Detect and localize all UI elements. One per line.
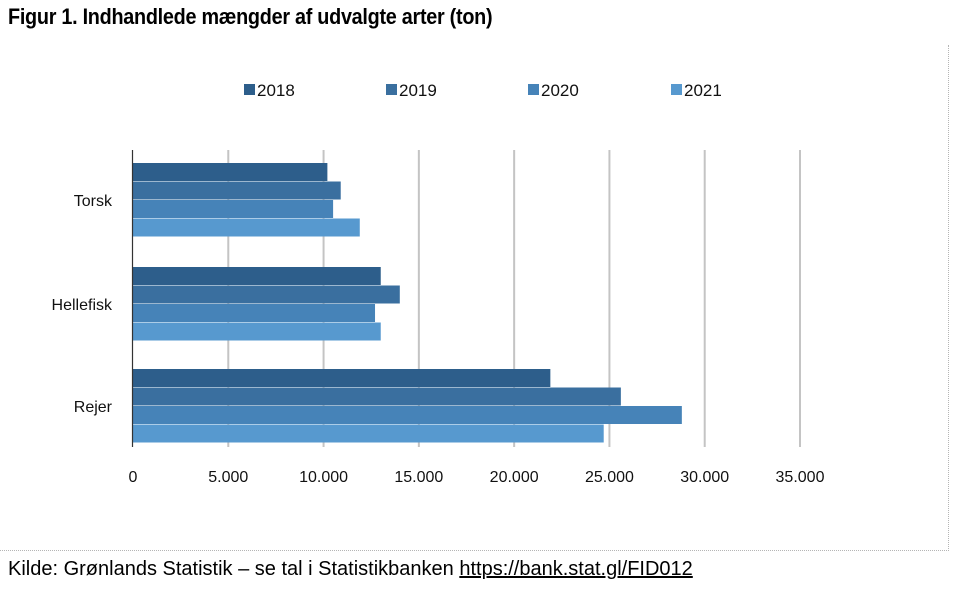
bar-hellefisk-2021 [133, 322, 381, 341]
bar-torsk-2021 [133, 218, 360, 237]
x-tick-label: 35.000 [776, 469, 825, 486]
legend-item-2018: 2018 [244, 81, 295, 100]
legend: 2018 2019 2020 2021 [244, 81, 722, 100]
legend-item-2021: 2021 [671, 81, 722, 100]
legend-label: 2019 [399, 81, 437, 100]
figure-title: Figur 1. Indhandlede mængder af udvalgte… [8, 4, 493, 29]
bar-rejer-2019 [133, 387, 621, 406]
legend-swatch [386, 84, 397, 95]
category-label-torsk: Torsk [74, 193, 113, 210]
bar-torsk-2018 [133, 163, 328, 181]
bar-hellefisk-2018 [133, 267, 381, 285]
legend-swatch [671, 84, 682, 95]
x-tick-label: 15.000 [394, 469, 443, 486]
bar-hellefisk-2019 [133, 285, 400, 304]
x-tick-label: 0 [129, 469, 138, 486]
category-label-hellefisk: Hellefisk [52, 297, 113, 314]
bar-chart: 0 5.000 10.000 15.000 20.000 25.000 30.000 35.0… [52, 81, 825, 486]
category-labels: Torsk Hellefisk Rejer [52, 193, 113, 416]
x-tick-label: 10.000 [299, 469, 348, 486]
bar-rejer-2018 [133, 369, 551, 387]
category-label-rejer: Rejer [74, 399, 113, 416]
legend-label: 2021 [684, 81, 722, 100]
bars [133, 163, 682, 443]
bar-rejer-2020 [133, 406, 682, 424]
x-tick-label: 30.000 [680, 469, 729, 486]
legend-swatch [244, 84, 255, 95]
legend-item-2020: 2020 [528, 81, 579, 100]
bar-torsk-2019 [133, 181, 341, 200]
legend-swatch [528, 84, 539, 95]
x-tick-label: 20.000 [490, 469, 539, 486]
legend-item-2019: 2019 [386, 81, 437, 100]
bar-rejer-2021 [133, 424, 604, 443]
legend-label: 2018 [257, 81, 295, 100]
x-tick-labels: 0 5.000 10.000 15.000 20.000 25.000 30.000 35.0… [129, 469, 825, 486]
x-tick-label: 5.000 [208, 469, 248, 486]
source-text: Kilde: Grønlands Statistik – se tal i St… [8, 558, 460, 580]
bar-hellefisk-2020 [133, 304, 376, 322]
source-note: Kilde: Grønlands Statistik – se tal i St… [8, 558, 693, 581]
bar-torsk-2020 [133, 200, 334, 218]
chart-frame: 0 5.000 10.000 15.000 20.000 25.000 30.000 35.0… [0, 45, 949, 551]
x-tick-label: 25.000 [585, 469, 634, 486]
source-link[interactable]: https://bank.stat.gl/FID012 [459, 558, 693, 580]
legend-label: 2020 [541, 81, 579, 100]
